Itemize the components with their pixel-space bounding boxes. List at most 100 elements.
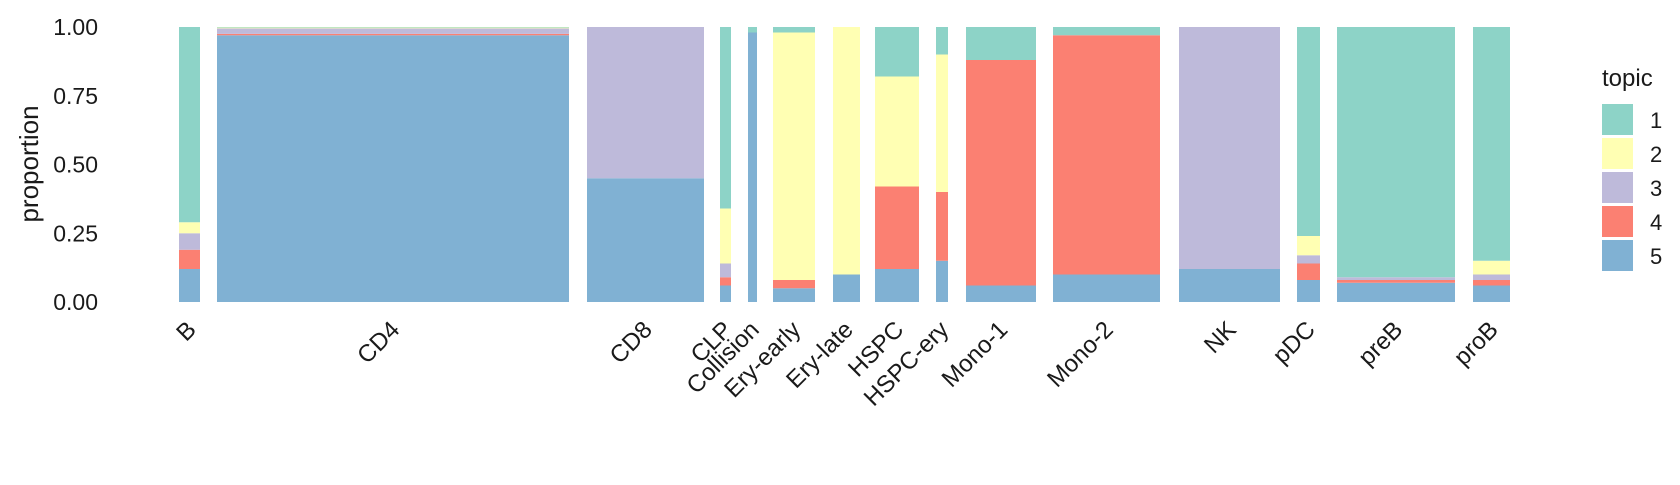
group-b <box>179 27 200 302</box>
x-tick-label: proB <box>1449 316 1504 371</box>
bar-segment-topic-1 <box>936 27 948 55</box>
bar-segment-topic-3 <box>587 27 704 179</box>
bar-segment-topic-3 <box>1179 27 1280 269</box>
bar-segment-topic-1 <box>1297 27 1320 236</box>
bar-segment-topic-3 <box>1337 277 1455 280</box>
bar-segment-topic-5 <box>587 178 704 302</box>
bar-segment-topic-5 <box>833 274 860 302</box>
bar-segment-topic-1 <box>720 27 731 209</box>
group-prob <box>1473 27 1510 302</box>
bar-segment-topic-3 <box>179 233 200 250</box>
legend-swatch-4 <box>1602 206 1633 237</box>
y-tick-label: 1.00 <box>53 14 98 40</box>
x-tick-label: CD4 <box>352 316 405 369</box>
bar-segment-topic-1 <box>179 27 200 223</box>
bar-segment-topic-5 <box>1297 280 1320 302</box>
bar-segment-topic-2 <box>179 222 200 234</box>
bar-segment-topic-4 <box>875 186 919 269</box>
bar-segment-topic-1 <box>1053 27 1160 36</box>
y-tick-label: 0.25 <box>53 220 98 246</box>
legend-label: 2 <box>1650 142 1662 167</box>
group-mono-2 <box>1053 27 1160 302</box>
bar-segment-topic-4 <box>1473 280 1510 286</box>
bar-segment-topic-4 <box>720 277 731 286</box>
legend-title: topic <box>1602 65 1653 92</box>
x-tick-label: preB <box>1353 316 1408 371</box>
bar-segment-topic-5 <box>1337 282 1455 302</box>
bar-segment-topic-2 <box>833 27 860 275</box>
x-tick-label: pDC <box>1268 316 1321 369</box>
bar-segment-topic-2 <box>1297 236 1320 256</box>
plot-area <box>179 27 1510 302</box>
bar-segment-topic-1 <box>875 27 919 77</box>
group-ery-late <box>833 27 860 302</box>
bar-segment-topic-4 <box>966 60 1036 286</box>
legend-label: 3 <box>1650 176 1662 201</box>
bar-segment-topic-4 <box>773 280 815 289</box>
bar-segment-topic-5 <box>773 288 815 302</box>
group-clp <box>720 27 731 302</box>
bar-segment-topic-5 <box>217 35 569 302</box>
bar-segment-topic-4 <box>179 249 200 269</box>
y-tick-label: 0.75 <box>53 83 98 109</box>
x-axis: B CD4 CD8 CLPCollisionEry-earlyEry-lateHSPC… <box>171 316 1503 411</box>
bar-segment-topic-5 <box>720 285 731 302</box>
bar-segment-topic-5 <box>936 260 948 302</box>
group-mono-1 <box>966 27 1036 302</box>
x-tick-label: Mono-2 <box>1042 316 1119 393</box>
group-pdc <box>1297 27 1320 302</box>
bar-segment-topic-1 <box>217 27 569 28</box>
bar-segment-topic-1 <box>966 27 1036 60</box>
bar-segment-topic-3 <box>720 263 731 278</box>
bar-segment-topic-4 <box>1337 280 1455 283</box>
bar-segment-topic-3 <box>217 28 569 34</box>
group-cd8 <box>587 27 704 302</box>
bar-segment-topic-2 <box>1473 260 1510 275</box>
bar-segment-topic-4 <box>217 33 569 36</box>
legend-swatch-5 <box>1602 240 1633 271</box>
bar-segment-topic-2 <box>875 76 919 187</box>
legend-label: 4 <box>1650 210 1662 235</box>
legend-swatch-1 <box>1602 104 1633 135</box>
legend: topic 1 2 3 4 5 <box>1602 65 1662 271</box>
bar-segment-topic-5 <box>966 285 1036 302</box>
bar-segment-topic-5 <box>1179 269 1280 302</box>
x-tick-label: Mono-1 <box>937 316 1014 393</box>
x-tick-label: NK <box>1199 316 1242 359</box>
bar-segment-topic-5 <box>875 269 919 302</box>
bar-segment-topic-1 <box>1473 27 1510 261</box>
y-axis: 0.00 0.25 0.50 0.75 1.00 <box>53 14 108 315</box>
x-tick-label: CD8 <box>605 316 658 369</box>
legend-swatch-3 <box>1602 172 1633 203</box>
legend-swatch-2 <box>1602 138 1633 169</box>
group-ery-early <box>773 27 815 302</box>
bar-segment-topic-2 <box>217 27 569 29</box>
bar-segment-topic-3 <box>1473 274 1510 280</box>
bar-segment-topic-1 <box>748 27 757 33</box>
bar-segment-topic-5 <box>179 269 200 302</box>
y-tick-label: 0.00 <box>53 289 98 315</box>
legend-label: 1 <box>1650 108 1662 133</box>
bar-segment-topic-2 <box>773 32 815 280</box>
group-cd4 <box>217 27 569 302</box>
group-collision <box>748 27 757 302</box>
legend-label: 5 <box>1650 244 1662 269</box>
y-tick-label: 0.50 <box>53 152 98 178</box>
bar-segment-topic-5 <box>1473 285 1510 302</box>
bar-segment-topic-4 <box>1053 35 1160 275</box>
group-nk <box>1179 27 1280 302</box>
bar-segment-topic-4 <box>1297 263 1320 280</box>
bar-segment-topic-2 <box>936 54 948 192</box>
bar-segment-topic-3 <box>1297 255 1320 264</box>
bar-segment-topic-2 <box>720 208 731 264</box>
group-preb <box>1337 27 1455 302</box>
bar-segment-topic-4 <box>936 192 948 261</box>
bar-segment-topic-5 <box>1053 274 1160 302</box>
bar-segment-topic-1 <box>1337 27 1455 278</box>
bar-segment-topic-1 <box>773 27 815 33</box>
y-axis-title: proportion <box>14 105 44 222</box>
group-hspc <box>875 27 919 302</box>
x-tick-label: B <box>171 316 201 346</box>
